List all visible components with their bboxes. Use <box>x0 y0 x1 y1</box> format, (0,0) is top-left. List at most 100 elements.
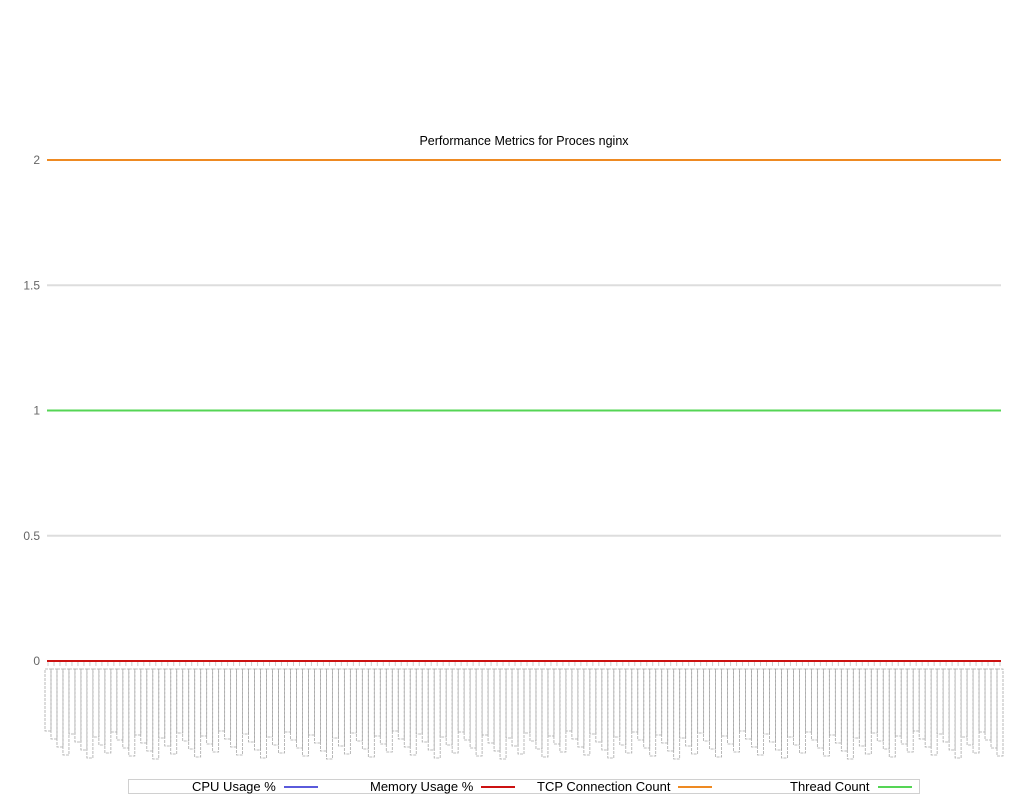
x-tick-label <box>840 668 848 752</box>
x-tick-label <box>589 668 597 735</box>
x-tick-label <box>379 668 387 745</box>
x-tick-label <box>535 668 543 750</box>
x-tick-label <box>505 668 513 739</box>
x-tick-label <box>146 668 154 752</box>
x-tick-label <box>906 668 914 753</box>
x-tick-label <box>158 668 166 739</box>
x-tick-label <box>326 668 333 760</box>
x-tick-label <box>685 668 693 747</box>
series-lines <box>47 159 1001 662</box>
x-tick-label <box>763 668 770 735</box>
x-tick-label <box>260 668 267 759</box>
x-tick-label <box>787 668 794 738</box>
x-tick-label <box>900 668 908 745</box>
legend-item[interactable]: Thread Count <box>790 780 912 794</box>
x-tick-label <box>727 668 734 745</box>
x-tick-label <box>50 668 58 740</box>
x-tick-label <box>80 668 88 751</box>
x-tick-label <box>170 668 178 755</box>
x-tick-label <box>457 668 465 733</box>
x-tick-label <box>948 668 956 751</box>
legend-item[interactable]: TCP Connection Count <box>537 780 713 794</box>
x-tick-label <box>278 668 285 754</box>
x-tick-label <box>104 668 112 754</box>
x-tick-label <box>403 668 411 748</box>
x-tick-label <box>984 668 992 741</box>
x-tick-label <box>367 668 375 758</box>
x-tick-label <box>816 668 824 749</box>
x-tick-label <box>212 668 220 753</box>
x-tick-label <box>781 668 788 759</box>
x-tick-label <box>421 668 429 743</box>
x-tick-label <box>266 668 273 738</box>
x-tick-label <box>481 668 489 736</box>
legend-swatch <box>283 786 318 788</box>
x-tick-label <box>439 668 447 738</box>
x-tick-label <box>409 668 417 756</box>
x-tick-label <box>595 668 603 743</box>
x-tick-label <box>894 668 902 737</box>
x-axis-ticks <box>44 661 1004 760</box>
x-tick-label <box>56 668 64 748</box>
x-tick-label <box>92 668 100 738</box>
x-tick-label <box>858 668 866 747</box>
x-tick-label <box>487 668 495 744</box>
x-tick-label <box>493 668 501 752</box>
x-tick-label <box>583 668 591 756</box>
x-tick-label <box>996 668 1004 757</box>
x-tick-label <box>397 668 405 740</box>
x-tick-label <box>284 668 291 733</box>
x-tick-label <box>176 668 184 734</box>
y-tick-label: 0.5 <box>23 529 40 543</box>
x-tick-label <box>679 668 687 739</box>
x-tick-label <box>559 668 567 753</box>
x-tick-label <box>248 668 255 743</box>
x-tick-label <box>469 668 477 749</box>
x-tick-label <box>98 668 106 746</box>
x-tick-label <box>523 668 531 734</box>
x-tick-label <box>445 668 453 746</box>
x-tick-label <box>703 668 711 742</box>
legend-label: CPU Usage % <box>192 779 276 794</box>
x-tick-label <box>577 668 585 748</box>
x-tick-label <box>463 668 471 741</box>
x-tick-label <box>565 668 573 732</box>
legend-label: Thread Count <box>790 779 870 794</box>
x-tick-label <box>68 668 76 735</box>
x-tick-label <box>751 668 758 748</box>
x-tick-label <box>799 668 806 754</box>
line-chart: Performance Metrics for Proces nginx 0 0.… <box>23 134 1004 760</box>
x-tick-label <box>721 668 728 737</box>
x-tick-label <box>517 668 525 755</box>
x-tick-label <box>110 668 118 733</box>
x-tick-label <box>571 668 579 740</box>
x-tick-label <box>673 668 681 760</box>
x-tick-label <box>637 668 645 741</box>
x-tick-label <box>290 668 297 741</box>
x-tick-label <box>547 668 555 737</box>
x-tick-label <box>954 668 962 759</box>
x-tick-label <box>164 668 172 747</box>
x-tick-label <box>918 668 926 740</box>
x-tick-label <box>230 668 238 748</box>
x-tick-label <box>308 668 315 736</box>
legend-item[interactable]: CPU Usage % <box>192 780 318 794</box>
x-tick-label <box>86 668 94 759</box>
x-tick-label <box>433 668 441 759</box>
x-tick-label <box>793 668 800 746</box>
x-tick-label <box>715 668 722 758</box>
x-tick-label <box>475 668 483 757</box>
x-tick-label <box>805 668 812 733</box>
x-tick-label <box>337 668 345 747</box>
x-tick-label <box>272 668 279 746</box>
legend-item[interactable]: Memory Usage % <box>370 780 516 794</box>
x-tick-label <box>822 668 830 757</box>
x-tick-label <box>924 668 932 748</box>
x-tick-label <box>930 668 938 756</box>
x-tick-label <box>739 668 746 732</box>
y-tick-label: 1.5 <box>23 278 40 292</box>
x-tick-label <box>733 668 740 753</box>
x-tick-label <box>643 668 651 749</box>
x-tick-label <box>116 668 124 741</box>
x-tick-label <box>296 668 303 749</box>
